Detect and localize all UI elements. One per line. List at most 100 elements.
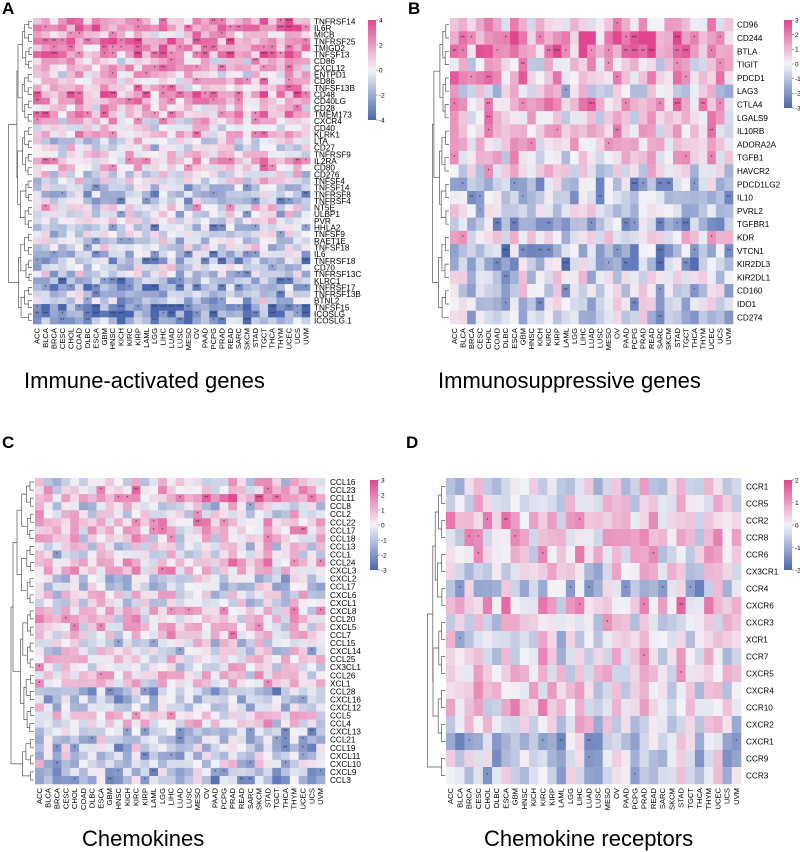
heatmap-cell bbox=[234, 250, 244, 258]
heatmap-cell bbox=[676, 648, 686, 666]
heatmap-cell bbox=[578, 18, 588, 32]
significance-mark: ** bbox=[44, 39, 48, 45]
heatmap-cell bbox=[49, 257, 59, 265]
heatmap-cell bbox=[193, 727, 203, 736]
heatmap-cell bbox=[87, 639, 97, 648]
heatmap-cell bbox=[731, 631, 742, 649]
heatmap-cell bbox=[638, 164, 648, 178]
heatmap-cell bbox=[284, 71, 294, 79]
heatmap-cell bbox=[685, 733, 696, 751]
heatmap-cell bbox=[501, 665, 511, 683]
heatmap-cell bbox=[538, 597, 548, 615]
heatmap-cell bbox=[473, 665, 484, 683]
heatmap-cell bbox=[565, 529, 576, 547]
heatmap-cell bbox=[158, 190, 168, 198]
heatmap-cell bbox=[602, 478, 613, 496]
heatmap-cell bbox=[226, 244, 235, 252]
column-label: THYM bbox=[704, 788, 713, 810]
significance-mark: * bbox=[453, 155, 455, 161]
heatmap-cell bbox=[251, 244, 260, 252]
heatmap-cell bbox=[200, 197, 210, 205]
heatmap-cell bbox=[492, 164, 502, 178]
significance-mark: ** bbox=[547, 222, 551, 228]
heatmap-cell bbox=[587, 244, 597, 258]
heatmap-cell bbox=[35, 494, 45, 503]
heatmap-cell bbox=[33, 131, 42, 139]
heatmap-cell bbox=[464, 495, 474, 513]
heatmap-cell bbox=[131, 590, 141, 600]
heatmap-cell bbox=[175, 639, 185, 648]
heatmap-cell bbox=[217, 91, 227, 99]
heatmap-cell bbox=[184, 775, 194, 785]
heatmap-cell bbox=[316, 518, 326, 527]
heatmap-cell bbox=[35, 598, 45, 608]
column-label: PAAD bbox=[621, 787, 630, 808]
dendrogram-branch bbox=[441, 758, 445, 776]
heatmap-cell bbox=[690, 310, 699, 325]
heatmap-cell bbox=[226, 144, 235, 152]
dendrogram-branch bbox=[28, 193, 32, 202]
heatmap-cell bbox=[209, 284, 218, 292]
heatmap-cell bbox=[58, 77, 67, 85]
heatmap-cell bbox=[66, 151, 76, 158]
heatmap-cell bbox=[43, 679, 53, 688]
heatmap-cell bbox=[528, 716, 539, 734]
heatmap-cell bbox=[492, 699, 502, 717]
heatmap-cell bbox=[166, 679, 176, 688]
heatmap-cell bbox=[293, 71, 302, 79]
heatmap-cell bbox=[219, 566, 229, 575]
heatmap-cell bbox=[647, 297, 657, 311]
heatmap-cell bbox=[630, 137, 639, 152]
heatmap-cell bbox=[648, 529, 659, 547]
heatmap-cell bbox=[251, 184, 260, 192]
significance-mark: * bbox=[542, 739, 544, 745]
heatmap-cell bbox=[245, 727, 255, 736]
heatmap-cell bbox=[621, 733, 631, 751]
heatmap-cell bbox=[528, 597, 539, 615]
heatmap-cell bbox=[501, 151, 511, 165]
heatmap-cell bbox=[595, 18, 605, 32]
heatmap-cell bbox=[681, 257, 691, 272]
heatmap-cell bbox=[150, 184, 160, 192]
heatmap-cell bbox=[78, 679, 89, 688]
column-label: PCPG bbox=[209, 328, 218, 350]
row-dendrogram-d bbox=[426, 486, 445, 776]
column-label: PCPG bbox=[219, 788, 228, 810]
heatmap-cell bbox=[272, 687, 282, 696]
heatmap-cell bbox=[184, 550, 194, 559]
heatmap-cell bbox=[639, 580, 650, 598]
heatmap-cell bbox=[473, 546, 484, 564]
heatmap-cell bbox=[52, 703, 62, 712]
significance-mark: * bbox=[659, 102, 661, 108]
heatmap-cell bbox=[133, 164, 143, 172]
heatmap-cell bbox=[219, 639, 229, 648]
heatmap-cell bbox=[43, 655, 53, 664]
heatmap-cell bbox=[251, 210, 260, 218]
colorbar-tick-label: 2 bbox=[795, 477, 799, 484]
heatmap-cell bbox=[259, 310, 269, 318]
heatmap-cell bbox=[467, 177, 477, 192]
heatmap-cell bbox=[87, 550, 97, 559]
heatmap-cell bbox=[219, 510, 229, 519]
heatmap-cell bbox=[316, 703, 326, 712]
heatmap-cell bbox=[245, 719, 255, 728]
heatmap-cell bbox=[96, 598, 106, 608]
heatmap-cell bbox=[694, 648, 705, 666]
heatmap-cell bbox=[228, 639, 238, 648]
heatmap-cell bbox=[66, 51, 76, 59]
significance-mark: ** bbox=[287, 85, 291, 91]
heatmap-cell bbox=[116, 91, 126, 99]
heatmap-cell bbox=[604, 230, 614, 245]
heatmap-cell bbox=[105, 679, 115, 688]
heatmap-cell bbox=[713, 597, 723, 615]
heatmap-cell bbox=[510, 177, 519, 192]
heatmap-cell bbox=[484, 244, 494, 258]
heatmap-cell bbox=[284, 290, 294, 298]
heatmap-cell bbox=[538, 699, 548, 717]
column-label: LAML bbox=[557, 788, 566, 808]
heatmap-cell bbox=[209, 197, 218, 205]
significance-mark: ** bbox=[495, 262, 499, 268]
heatmap-cell bbox=[467, 230, 477, 245]
heatmap-cell bbox=[184, 284, 193, 292]
row-label: CCL24 bbox=[330, 559, 356, 568]
